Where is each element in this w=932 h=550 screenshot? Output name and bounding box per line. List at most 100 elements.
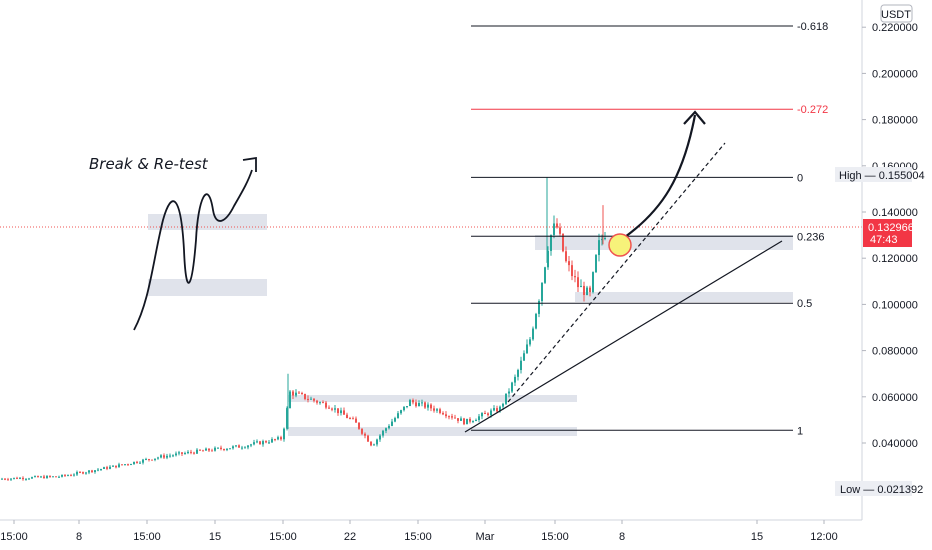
candle-body — [355, 418, 357, 423]
candle-body — [553, 223, 555, 235]
candle-body — [388, 425, 390, 429]
candle-body — [535, 313, 537, 329]
candle-body — [79, 472, 81, 474]
candle-body — [313, 398, 315, 401]
candle-body — [214, 447, 216, 451]
candle-body — [250, 444, 252, 446]
candle-body — [484, 413, 486, 415]
price-tick-label: 0.080000 — [872, 346, 918, 358]
candle-body — [421, 402, 423, 404]
zone-upper-right — [535, 235, 793, 250]
candle-body — [469, 418, 471, 422]
candle-body — [136, 461, 138, 463]
candle-body — [508, 391, 510, 394]
candle-body — [16, 477, 18, 479]
candle-body — [52, 476, 54, 478]
candle-body — [502, 403, 504, 407]
time-axis[interactable]: 15:00 8 15:00 15 15:00 22 15:00 Mar 15:00 8 15 12:0… — [0, 519, 862, 543]
candle-body — [28, 478, 30, 480]
candle-body — [208, 448, 210, 451]
candle-body — [373, 444, 375, 446]
candle-body — [193, 452, 195, 454]
price-tick-label: 0.040000 — [872, 438, 918, 450]
projection-arrow — [624, 114, 697, 238]
price-tick-label: 0.060000 — [872, 392, 918, 404]
candle-body — [253, 442, 255, 445]
candle-body — [289, 391, 291, 409]
candle-body — [412, 400, 414, 403]
candle-body — [232, 446, 234, 449]
candle-body — [415, 402, 417, 407]
candle-body — [400, 410, 402, 414]
candle-body — [430, 404, 432, 409]
candle-body — [259, 441, 261, 445]
candle-body — [529, 339, 531, 345]
candle-body — [157, 457, 159, 459]
time-tick-label: 15:00 — [541, 531, 569, 543]
high-label-text: High — 0.155004 — [839, 170, 925, 182]
candle-body — [139, 462, 141, 464]
price-tick-label: 0.120000 — [872, 253, 918, 265]
candle-body — [532, 328, 534, 340]
candle-body — [316, 400, 318, 403]
time-tick-label: 15:00 — [269, 531, 297, 543]
candle-body — [454, 417, 456, 419]
candle-body — [112, 465, 114, 467]
candle-body — [46, 475, 48, 479]
candle-body — [148, 459, 150, 461]
candle-body — [337, 408, 339, 414]
candle-body — [559, 227, 561, 234]
candle-body — [58, 476, 60, 478]
candle-body — [547, 250, 549, 268]
candle-body — [235, 445, 237, 447]
time-tick-label: 15:00 — [0, 531, 28, 543]
time-tick-label: 22 — [344, 531, 356, 543]
fib-label: 0.236 — [797, 231, 825, 243]
price-tick-label: 0.200000 — [872, 68, 918, 80]
candle-body — [601, 238, 603, 241]
candle-body — [163, 455, 165, 458]
candle-body — [409, 400, 411, 407]
candle-body — [127, 464, 129, 466]
candle-body — [427, 404, 429, 408]
candle-body — [526, 344, 528, 354]
candle-body — [334, 408, 336, 410]
candle-body — [181, 452, 183, 454]
candle-body — [298, 392, 300, 394]
candle-body — [385, 428, 387, 431]
candle-body — [91, 470, 93, 473]
candle-body — [229, 448, 231, 450]
candle-body — [568, 261, 570, 266]
candle-body — [223, 448, 225, 450]
candle-body — [103, 467, 105, 470]
candle-body — [457, 418, 459, 421]
candle-body — [220, 447, 222, 449]
high-label: High — 0.155004 — [835, 167, 925, 182]
candle-body — [106, 467, 108, 469]
candle-body — [37, 476, 39, 478]
price-tick-label: 0.220000 — [872, 22, 918, 34]
time-tick-label: 8 — [619, 531, 625, 543]
candle-body — [595, 255, 597, 273]
candle-body — [70, 475, 72, 477]
price-axis[interactable]: 0.040000 0.060000 0.080000 0.100000 0.120000… — [861, 0, 918, 520]
candle-body — [55, 476, 57, 478]
candle-body — [301, 393, 303, 395]
current-price-box — [863, 219, 912, 247]
currency-badge-box — [880, 4, 913, 23]
trendline-dashed — [507, 142, 726, 403]
candle-body — [25, 478, 27, 480]
candle-body — [511, 382, 513, 392]
plot-area[interactable] — [0, 0, 862, 520]
low-label-text: Low — 0.021392 — [840, 484, 923, 496]
currency-badge[interactable]: USDT — [880, 4, 913, 23]
candle-body — [361, 428, 363, 434]
candle-body — [295, 392, 297, 396]
candle-body — [10, 478, 12, 480]
candle-body — [322, 402, 324, 404]
candle-body — [586, 287, 588, 295]
candle-body — [175, 453, 177, 456]
candle-body — [589, 287, 591, 293]
candle-body — [256, 441, 258, 443]
